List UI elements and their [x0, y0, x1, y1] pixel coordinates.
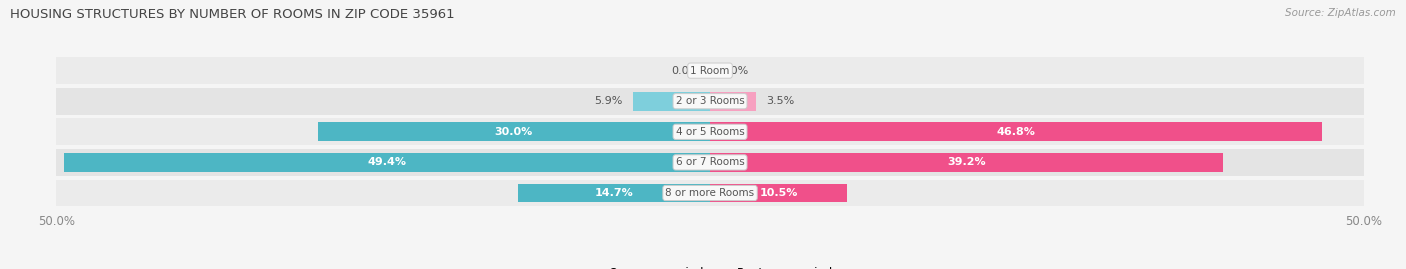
- Text: 1 Room: 1 Room: [690, 66, 730, 76]
- Text: 6 or 7 Rooms: 6 or 7 Rooms: [676, 157, 744, 167]
- Bar: [65, 153, 710, 172]
- Legend: Owner-occupied, Renter-occupied: Owner-occupied, Renter-occupied: [582, 263, 838, 269]
- Text: 2 or 3 Rooms: 2 or 3 Rooms: [676, 96, 744, 106]
- Bar: [633, 92, 710, 111]
- Bar: [56, 88, 1364, 115]
- Bar: [710, 92, 756, 111]
- Text: 8 or more Rooms: 8 or more Rooms: [665, 188, 755, 198]
- Text: 14.7%: 14.7%: [595, 188, 633, 198]
- Text: 10.5%: 10.5%: [759, 188, 797, 198]
- Text: 30.0%: 30.0%: [495, 127, 533, 137]
- Bar: [56, 179, 1364, 206]
- Bar: [710, 122, 1322, 141]
- Bar: [56, 149, 1364, 176]
- Text: 46.8%: 46.8%: [997, 127, 1035, 137]
- Text: 0.0%: 0.0%: [671, 66, 700, 76]
- Bar: [56, 57, 1364, 84]
- Bar: [318, 122, 710, 141]
- Text: 4 or 5 Rooms: 4 or 5 Rooms: [676, 127, 744, 137]
- Text: HOUSING STRUCTURES BY NUMBER OF ROOMS IN ZIP CODE 35961: HOUSING STRUCTURES BY NUMBER OF ROOMS IN…: [10, 8, 454, 21]
- Bar: [56, 118, 1364, 145]
- Bar: [517, 183, 710, 203]
- Bar: [710, 183, 848, 203]
- Text: 3.5%: 3.5%: [766, 96, 794, 106]
- Text: 49.4%: 49.4%: [367, 157, 406, 167]
- Text: 0.0%: 0.0%: [720, 66, 749, 76]
- Text: 5.9%: 5.9%: [595, 96, 623, 106]
- Bar: [710, 153, 1223, 172]
- Text: 39.2%: 39.2%: [948, 157, 986, 167]
- Text: Source: ZipAtlas.com: Source: ZipAtlas.com: [1285, 8, 1396, 18]
